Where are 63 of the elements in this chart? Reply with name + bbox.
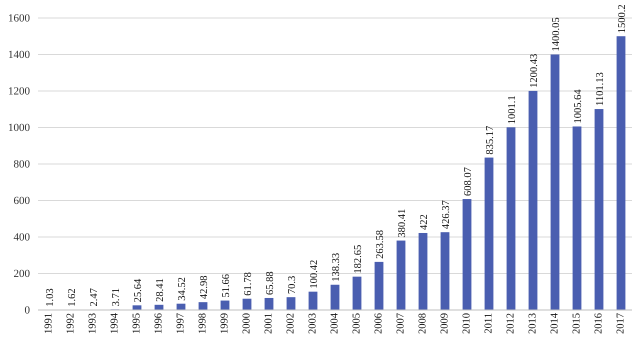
x-tick-label: 1991 [43,313,54,334]
data-label: 65.88 [265,271,276,295]
data-label: 182.65 [353,244,364,274]
x-tick-label: 1999 [219,313,230,334]
data-label: 42.98 [199,276,210,300]
data-label: 422 [419,214,430,230]
x-tick-label: 2013 [527,313,538,334]
data-label: 1.62 [67,288,78,307]
data-label: 835.17 [485,126,496,155]
data-label: 1005.64 [573,88,584,124]
x-tick-label: 2007 [395,313,406,334]
x-tick-label: 2012 [505,313,516,334]
x-tick-label: 1996 [153,313,164,334]
data-label: 100.42 [309,260,320,289]
y-tick-label: 1000 [8,122,30,134]
y-tick-label: 1600 [8,12,30,25]
x-tick-label: 2006 [373,313,384,334]
x-tick-label: 1998 [197,313,208,334]
x-tick-label: 2002 [285,313,296,334]
data-label: 426.37 [441,200,452,230]
data-label: 138.33 [331,252,342,282]
data-label: 61.78 [243,272,254,296]
data-label: 1400.05 [551,17,562,52]
y-tick-label: 1200 [8,86,30,98]
y-tick-label: 0 [24,304,30,317]
data-label: 28.41 [155,278,166,302]
data-label: 70.3 [287,276,298,294]
y-tick-label: 800 [14,158,30,171]
x-tick-label: 2017 [615,313,626,334]
data-label: 1101.13 [595,72,606,106]
y-tick-label: 400 [14,232,30,244]
x-tick-label: 1995 [131,313,142,334]
data-label: 1.03 [45,288,56,307]
data-label: 1200.43 [529,54,540,88]
x-tick-label: 1994 [109,312,120,334]
data-label: 380.41 [397,208,408,238]
data-label: 1500.2 [617,4,628,34]
data-label: 25.64 [133,278,144,302]
data-label: 3.71 [111,288,122,306]
x-tick-label: 2001 [263,313,274,334]
x-tick-label: 2011 [483,313,494,334]
data-label: 1001.1 [507,95,518,124]
data-label: 51.66 [221,274,232,298]
data-label: 2.47 [89,288,100,307]
x-tick-label: 2014 [549,312,560,334]
x-tick-label: 2015 [571,313,582,334]
x-tick-label: 2003 [307,313,318,334]
x-tick-label: 1993 [87,313,98,334]
x-tick-label: 2016 [593,313,604,334]
x-tick-label: 2004 [329,312,340,334]
data-label: 608.07 [463,167,474,196]
y-tick-label: 600 [14,195,30,208]
y-tick-label: 200 [14,268,30,280]
x-tick-label: 2005 [351,313,362,334]
x-tick-label: 1992 [65,313,76,334]
x-tick-label: 1997 [175,313,186,334]
data-label: 34.52 [177,277,188,301]
y-tick-label: 1400 [8,49,30,62]
data-label: 263.58 [375,230,386,259]
x-tick-label: 2010 [461,313,472,334]
x-tick-label: 2008 [417,313,428,334]
x-tick-label: 2000 [241,313,252,334]
x-tick-label: 2009 [439,313,450,334]
